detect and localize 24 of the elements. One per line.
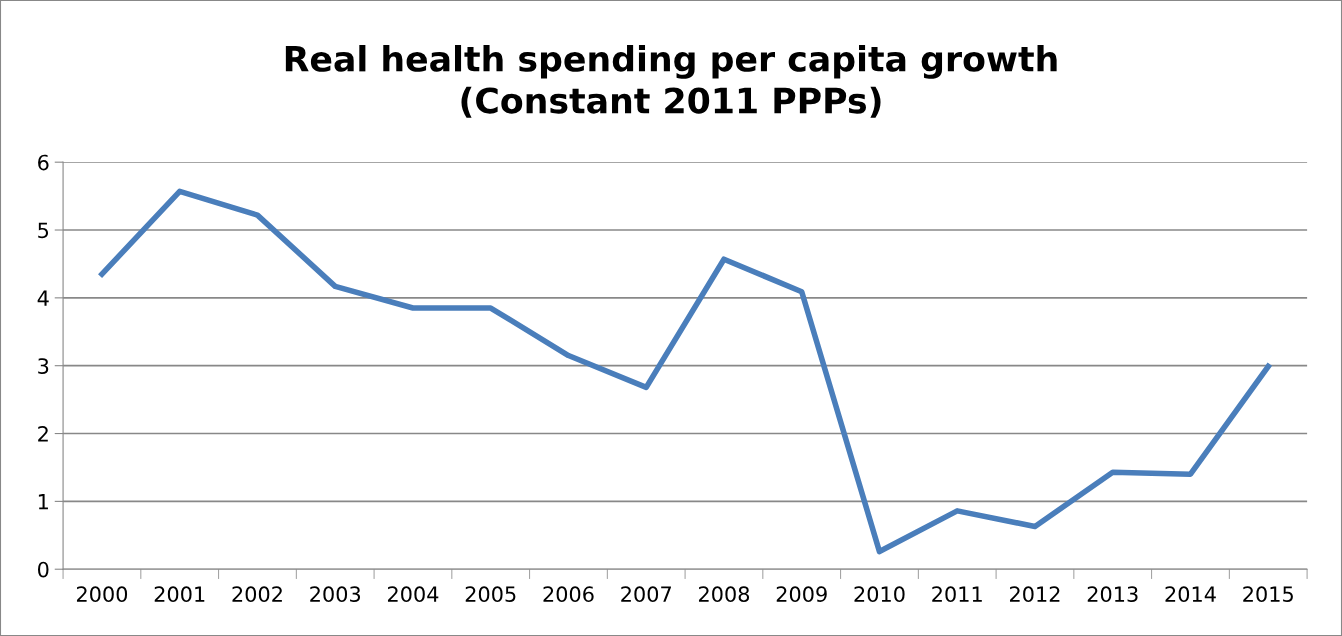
x-tick-label: 2007 [621,586,671,603]
x-tick-label: 2005 [465,586,516,603]
y-tick-label: 5 [38,222,49,239]
x-tick-label: 2002 [232,586,282,603]
x-tick-label: 2004 [387,586,439,603]
x-tick-label: 2008 [698,586,750,603]
y-tick-label: 1 [38,494,48,510]
y-tick-label: 4 [37,290,49,306]
x-tick-label: 2011 [932,586,982,603]
x-tick-label: 2015 [1243,586,1293,603]
x-tick-label: 2006 [543,586,594,603]
x-tick-label: 2003 [310,586,361,603]
x-tick-label: 2014 [1165,586,1216,603]
chart-title: Real health spending per capita growth (Constant 2011 PPPs) [285,44,1057,118]
y-tick-label: 2 [38,425,48,442]
x-tick-label: 2000 [76,586,128,603]
y-tick-label: 0 [38,561,49,578]
x-tick-label: 2001 [154,586,205,603]
y-tick-label: 3 [38,358,49,374]
x-tick-label: 2013 [1087,586,1138,603]
x-tick-label: 2012 [1009,586,1060,603]
x-tick-label: 2009 [776,586,827,603]
y-tick-label: 6 [38,154,49,171]
x-tick-label: 2010 [854,586,905,603]
